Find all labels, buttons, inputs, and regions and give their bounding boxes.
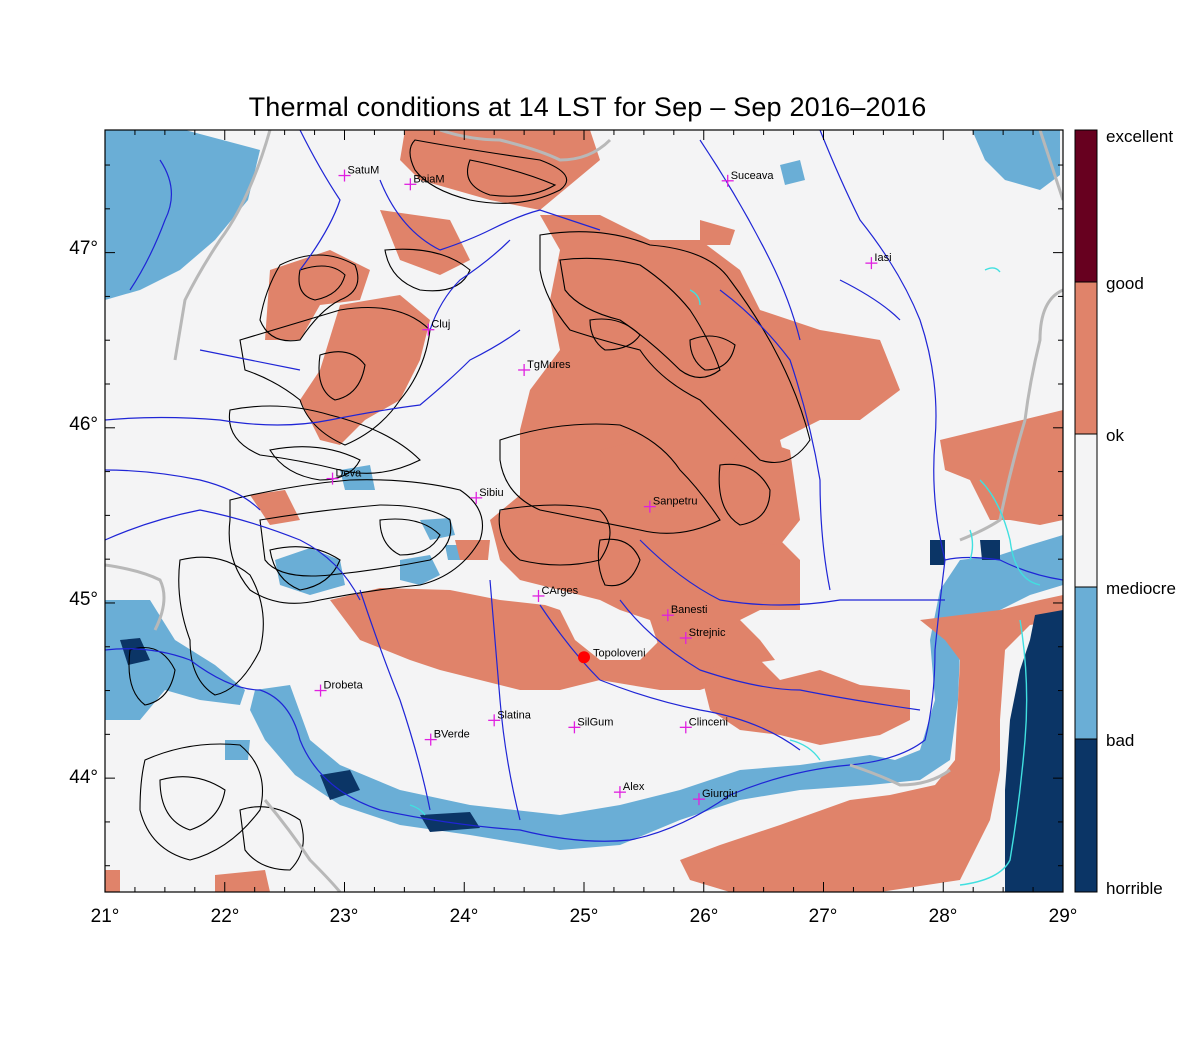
legend-label-horrible: horrible: [1106, 879, 1163, 898]
lon-tick-23: 23°: [330, 906, 359, 927]
legend-label-bad: bad: [1106, 731, 1134, 750]
lon-tick-21: 21°: [91, 906, 120, 927]
station-iasi: Iasi: [865, 252, 892, 270]
station-tgmures: TgMures: [518, 359, 571, 376]
station-label: BVerde: [434, 729, 470, 741]
station-label: Cluj: [431, 319, 450, 331]
station-label: TgMures: [527, 359, 571, 371]
lon-tick-24: 24°: [450, 906, 479, 927]
station-label: SatuM: [348, 165, 380, 177]
lat-tick-44: 44°: [69, 767, 98, 788]
rivers: [105, 130, 1063, 842]
lon-tick-27: 27°: [809, 906, 838, 927]
highlight-station-dot-icon: [578, 651, 590, 664]
station-sibiu: Sibiu: [470, 487, 504, 504]
station-bverde: BVerde: [424, 729, 470, 746]
longitude-tick-labels: 21° 22° 23° 24° 25° 26° 27° 28° 29°: [91, 906, 1078, 927]
country-borders: [105, 130, 1063, 892]
station-alex: Alex: [613, 781, 645, 799]
legend-swatch-ok: [1075, 434, 1097, 587]
legend-label-mediocre: mediocre: [1106, 579, 1176, 598]
legend-colorbar: excellent good ok mediocre bad horrible: [1074, 127, 1176, 898]
station-sanpetru: Sanpetru: [643, 496, 698, 513]
station-label: SilGum: [577, 716, 613, 728]
lakes: [409, 267, 1041, 886]
elevation-contours: [128, 139, 811, 871]
station-satum: SatuM: [338, 165, 380, 182]
station-clinceni: Clinceni: [679, 716, 728, 734]
station-slatina: Slatina: [488, 709, 532, 727]
station-carges: CArges: [532, 585, 579, 602]
map-frame: [104, 129, 1064, 893]
highlight-station-label: Topoloveni: [593, 647, 646, 659]
lon-tick-28: 28°: [929, 906, 958, 927]
lon-tick-26: 26°: [690, 906, 719, 927]
station-label: Clinceni: [689, 716, 728, 728]
legend-swatch-excellent: [1075, 130, 1097, 282]
station-deva: Deva: [326, 468, 363, 485]
station-banesti: Banesti: [661, 604, 708, 622]
lon-tick-22: 22°: [211, 906, 240, 927]
station-layer: SatuM BaiaM Suceava Iasi Cluj TgMures Deva Sibi…: [314, 165, 892, 806]
station-label: Iasi: [874, 252, 891, 264]
station-label: Banesti: [671, 604, 708, 616]
lon-tick-29: 29°: [1049, 906, 1078, 927]
legend-label-excellent: excellent: [1106, 127, 1173, 146]
legend-label-ok: ok: [1106, 426, 1124, 445]
station-silgum: SilGum: [568, 716, 613, 734]
station-label: CArges: [541, 585, 578, 597]
station-label: BaiaM: [413, 173, 444, 185]
legend-swatch-mediocre: [1075, 587, 1097, 739]
legend-label-good: good: [1106, 274, 1144, 293]
legend-swatch-good: [1075, 282, 1097, 434]
good-regions: [105, 130, 1063, 892]
station-label: Alex: [623, 781, 645, 793]
station-cluj: Cluj: [422, 319, 450, 336]
station-topoloveni: Topoloveni: [578, 647, 646, 664]
station-baiam: BaiaM: [404, 173, 445, 191]
station-label: Slatina: [497, 709, 532, 721]
station-label: Giurgiu: [702, 788, 737, 800]
station-giurgiu: Giurgiu: [692, 788, 737, 806]
station-label: Deva: [336, 468, 363, 480]
lat-tick-45: 45°: [69, 589, 98, 610]
latitude-tick-labels: 47° 46° 45° 44°: [69, 238, 98, 788]
legend-swatch-bad: [1075, 739, 1097, 892]
station-strejnic: Strejnic: [679, 627, 726, 644]
station-label: Strejnic: [689, 627, 726, 639]
station-label: Suceava: [731, 170, 775, 182]
map-title: Thermal conditions at 14 LST for Sep – S…: [248, 92, 927, 122]
lat-tick-47: 47°: [69, 238, 98, 259]
station-label: Sanpetru: [653, 496, 698, 508]
lon-tick-25: 25°: [570, 906, 599, 927]
lat-tick-46: 46°: [69, 414, 98, 435]
station-label: Drobeta: [324, 680, 364, 692]
station-label: Sibiu: [479, 487, 503, 499]
station-suceava: Suceava: [721, 170, 775, 187]
station-drobeta: Drobeta: [314, 680, 364, 697]
